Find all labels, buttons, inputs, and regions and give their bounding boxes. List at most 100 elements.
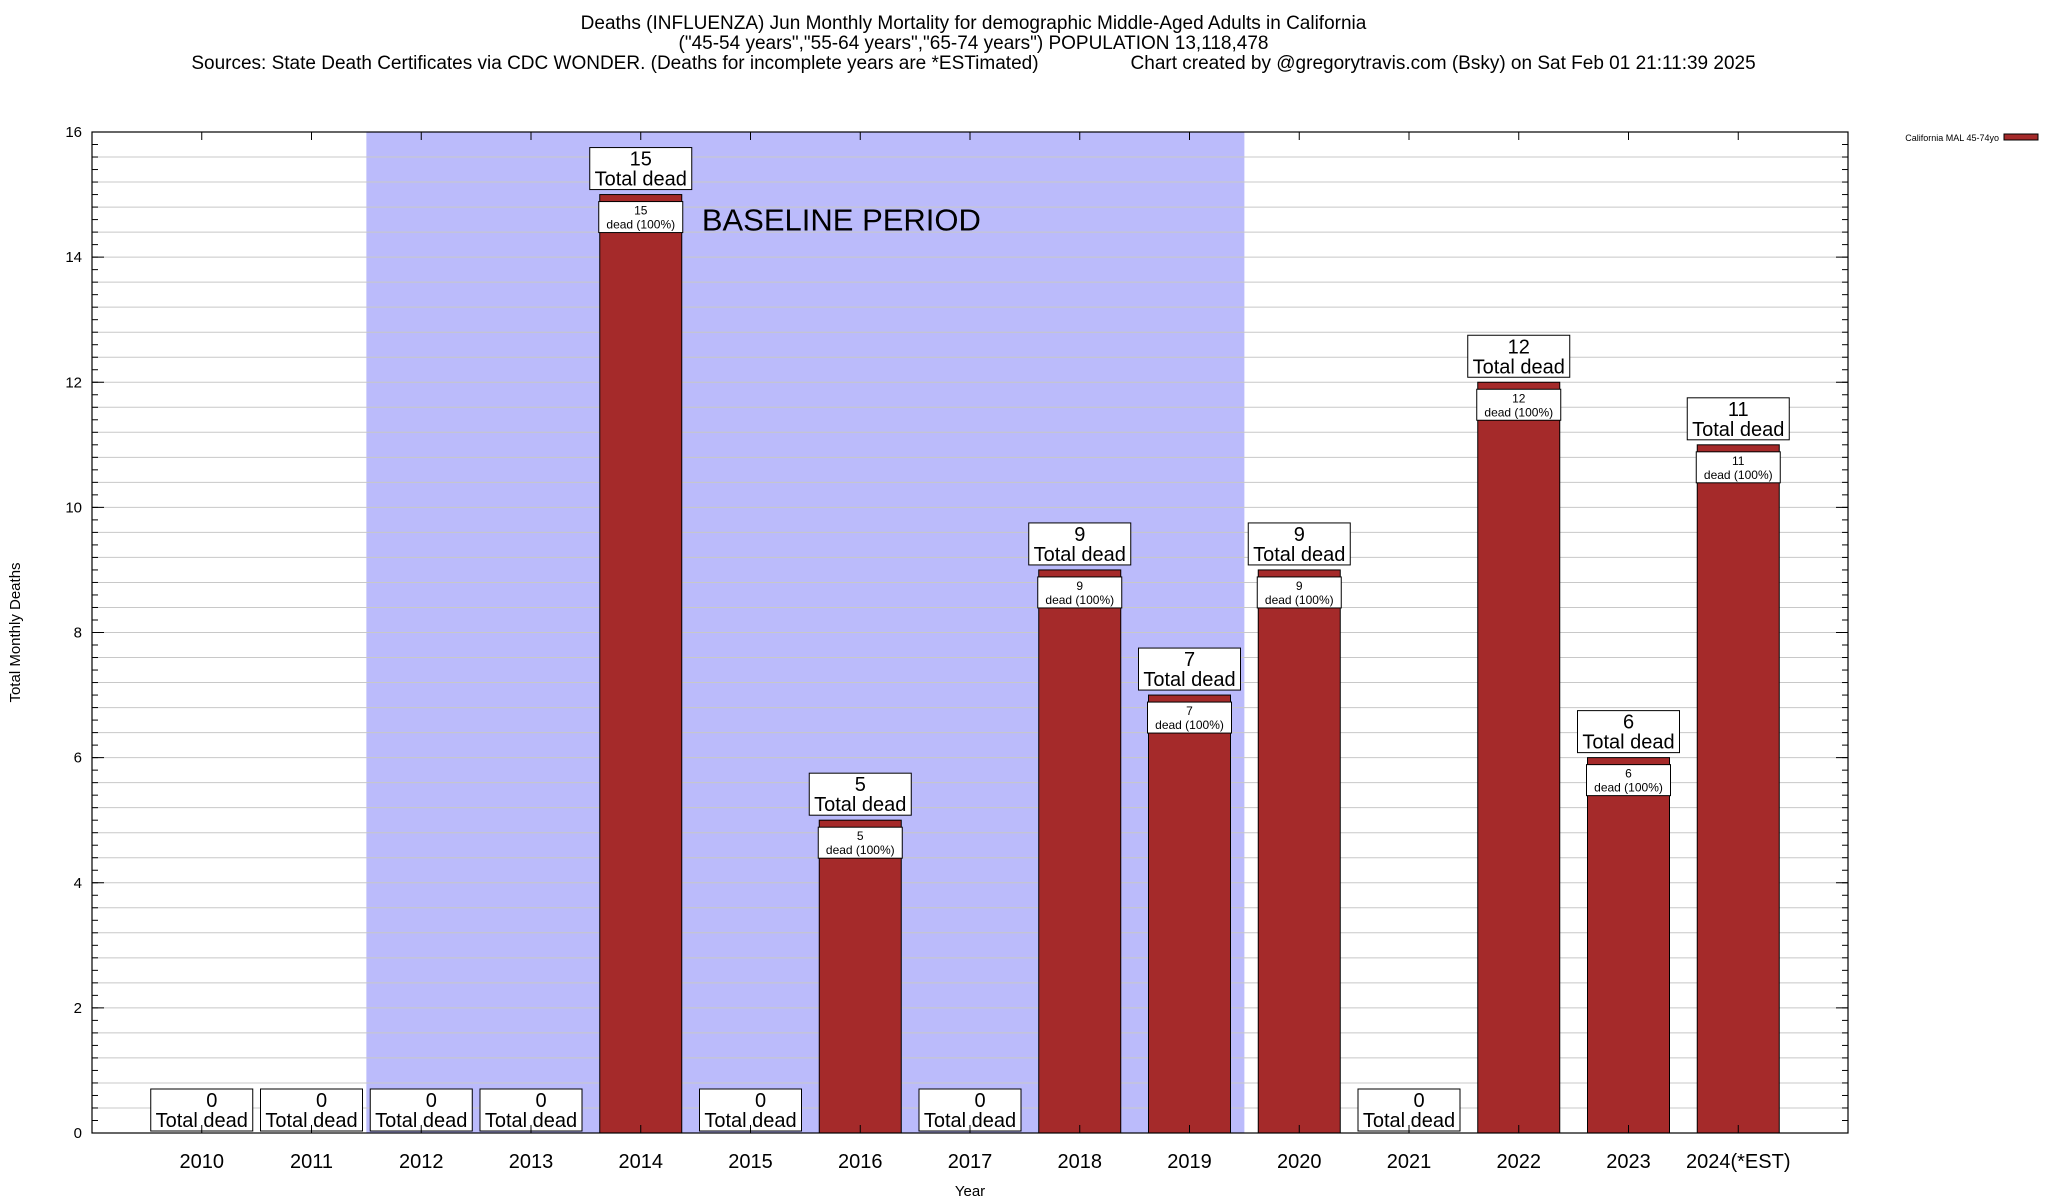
total-label-text: Total dead (595, 169, 687, 191)
bar-inner-percent: dead (100%) (1045, 593, 1114, 607)
total-label-value: 15 (630, 149, 652, 171)
total-label-box (699, 1088, 802, 1132)
total-label-value: 12 (1508, 336, 1530, 358)
y-tick-label: 8 (74, 625, 82, 642)
total-label-text: Total dead (1473, 356, 1565, 378)
total-label-value: 9 (1294, 524, 1305, 546)
total-label-value: 0 (974, 1090, 985, 1112)
bar-inner-label-box (1256, 576, 1342, 609)
total-label-text: Total dead (375, 1110, 467, 1132)
total-label-text: Total dead (924, 1110, 1016, 1132)
bar-inner-percent: dead (100%) (1155, 718, 1224, 732)
total-label-box (1028, 522, 1132, 566)
bar (1038, 569, 1122, 1134)
total-label-text: Total dead (1582, 732, 1674, 754)
total-label-box (1686, 397, 1790, 441)
total-label-text: Total dead (1034, 544, 1126, 566)
x-tick-label: 2022 (1497, 1151, 1542, 1173)
x-tick-label: 2013 (509, 1151, 554, 1173)
credit-text: Chart created by @gregorytravis.com (Bsk… (1130, 53, 1756, 74)
total-label-value: 0 (316, 1090, 327, 1112)
x-tick-label: 2015 (728, 1151, 773, 1173)
bar (1587, 757, 1670, 1134)
x-tick-label: 2024(*EST) (1686, 1151, 1791, 1173)
bar-inner-label-box (1147, 701, 1232, 734)
bar-inner-value: 7 (1186, 704, 1193, 718)
bar (818, 819, 902, 1134)
y-axis-title: Total Monthly Deaths (7, 562, 24, 702)
total-label-text: Total dead (1253, 544, 1345, 566)
total-label-value: 0 (535, 1090, 546, 1112)
total-label-box (479, 1088, 583, 1132)
legend-label: California MAL 45-74yo (1905, 133, 1999, 143)
x-tick-label: 2023 (1606, 1151, 1651, 1173)
total-label-box (1467, 334, 1571, 378)
y-tick-label: 14 (65, 249, 82, 266)
bar-inner-value: 5 (857, 829, 864, 843)
bar-inner-value: 15 (634, 204, 648, 218)
total-label-text: Total dead (265, 1110, 357, 1132)
total-label-value: 9 (1074, 524, 1085, 546)
total-label-value: 0 (206, 1090, 217, 1112)
bar-inner-value: 9 (1296, 579, 1303, 593)
total-label-value: 11 (1728, 399, 1749, 421)
total-label-text: Total dead (1692, 419, 1784, 441)
bar-inner-label-box (1695, 451, 1781, 484)
total-label-value: 7 (1184, 649, 1195, 671)
total-label-box (1577, 710, 1680, 754)
total-label-box (589, 147, 693, 191)
x-tick-label: 2016 (838, 1151, 883, 1173)
x-tick-label: 2010 (180, 1151, 225, 1173)
chart-title: Deaths (INFLUENZA) Jun Monthly Mortality… (0, 14, 1947, 74)
x-tick-label: 2017 (948, 1151, 993, 1173)
total-label-value: 6 (1623, 712, 1634, 734)
bar (1148, 694, 1231, 1134)
title-line-3: Sources: State Death Certificates via CD… (0, 54, 1947, 74)
y-tick-label: 0 (74, 1125, 82, 1142)
baseline-label: BASELINE PERIOD (702, 203, 981, 238)
bar-inner-label-box (598, 201, 684, 234)
bar-inner-value: 11 (1732, 454, 1745, 468)
y-tick-label: 16 (65, 124, 82, 141)
total-label-text: Total dead (156, 1110, 248, 1132)
bar-inner-label-box (1476, 388, 1562, 421)
bar-inner-value: 12 (1512, 391, 1526, 405)
y-tick-label: 10 (65, 499, 82, 516)
bar (1696, 444, 1780, 1134)
bar-inner-percent: dead (100%) (1594, 781, 1663, 795)
title-line-1: Deaths (INFLUENZA) Jun Monthly Mortality… (580, 13, 1367, 34)
total-label-text: Total dead (1363, 1110, 1455, 1132)
total-label-text: Total dead (704, 1110, 796, 1132)
bar-inner-label-box (817, 826, 903, 859)
title-line-2: ("45-54 years","55-64 years","65-74 year… (678, 33, 1269, 54)
x-tick-label: 2012 (399, 1151, 444, 1173)
bar-inner-percent: dead (100%) (1265, 593, 1334, 607)
total-label-value: 0 (1413, 1090, 1424, 1112)
total-label-value: 0 (755, 1090, 766, 1112)
total-label-box (1357, 1088, 1461, 1132)
sources-text: Sources: State Death Certificates via CD… (191, 53, 1039, 74)
x-tick-label: 2020 (1277, 1151, 1322, 1173)
bar-inner-label-box (1586, 764, 1671, 797)
total-label-box (808, 772, 912, 816)
x-tick-label: 2019 (1167, 1151, 1212, 1173)
legend-swatch (2003, 133, 2039, 141)
bar (599, 194, 683, 1134)
total-label-box (1138, 647, 1241, 691)
total-label-text: Total dead (814, 794, 906, 816)
y-tick-label: 12 (65, 374, 82, 391)
x-tick-label: 2011 (290, 1151, 333, 1173)
bar-inner-percent: dead (100%) (826, 843, 895, 857)
y-tick-label: 6 (74, 750, 82, 767)
bar (1257, 569, 1341, 1134)
total-label-value: 0 (426, 1090, 437, 1112)
bar-inner-percent: dead (100%) (1484, 405, 1553, 419)
bar-inner-label-box (1037, 576, 1123, 609)
bar-inner-percent: dead (100%) (606, 218, 675, 232)
x-tick-label: 2014 (619, 1151, 664, 1173)
bar-inner-value: 9 (1076, 579, 1083, 593)
bar-inner-value: 6 (1625, 767, 1632, 781)
total-label-box (150, 1088, 254, 1132)
x-tick-label: 2018 (1058, 1151, 1103, 1173)
